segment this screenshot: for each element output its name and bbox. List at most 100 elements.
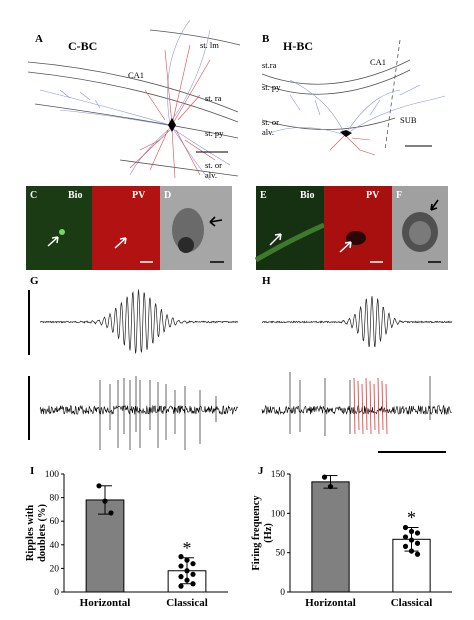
- b-layer-py: st. py: [262, 82, 281, 92]
- c-pv-label: PV: [132, 190, 146, 201]
- y-axis-title: Ripples withdoublets (%): [25, 503, 48, 562]
- y-tick-label: 100: [45, 470, 60, 480]
- e-bio-dendrite: [254, 222, 326, 263]
- panel-c-pv: PV: [92, 186, 160, 270]
- layer-boundary-py: [34, 103, 239, 139]
- y-tick-label: 50: [276, 549, 286, 559]
- panel-c-label: C: [30, 190, 37, 201]
- y-tick-label: 150: [271, 470, 286, 480]
- layer-label-or: st. or: [205, 160, 222, 170]
- panel-b-label: B: [262, 33, 270, 45]
- highlighted-spike: [357, 380, 360, 431]
- d-arrow-icon: [209, 216, 223, 227]
- highlighted-spike: [377, 377, 380, 435]
- highlighted-spike: [361, 383, 364, 435]
- panel-i: I 0 20 40 60 80 100 Ripples withdoublets (%) Ho…: [25, 465, 228, 609]
- data-point: [408, 528, 415, 535]
- data-point: [178, 574, 184, 580]
- panel-g-label: G: [30, 275, 39, 287]
- significance-star: *: [183, 538, 192, 558]
- b-dendrites: [264, 79, 446, 136]
- data-point: [190, 571, 196, 577]
- data-point: [327, 483, 334, 490]
- b-layer-alv: alv.: [262, 127, 274, 137]
- d-vesicle: [178, 237, 194, 253]
- h-unit-trace: [261, 372, 452, 436]
- y-tick-label: 0: [54, 588, 59, 598]
- f-terminal-core: [409, 221, 431, 245]
- data-point: [402, 534, 409, 540]
- b-axon: [329, 134, 376, 156]
- c-pv-arrow-icon: [114, 237, 127, 249]
- data-point: [178, 554, 184, 560]
- data-point: [178, 563, 184, 569]
- panel-b-sub: SUB: [400, 115, 417, 125]
- panel-b: B H-BC CA1 SUB st.ra st. py st. or alv.: [261, 33, 446, 156]
- b-boundary-3: [261, 117, 396, 130]
- y-tick-label: 40: [50, 541, 60, 551]
- panel-h: H: [261, 275, 453, 453]
- h-ripple-trace: [261, 295, 453, 348]
- e-bio-arrow-icon: [269, 233, 282, 246]
- highlighted-spike: [373, 383, 376, 431]
- b-boundary-2: [261, 69, 411, 95]
- data-point: [190, 581, 196, 587]
- c-bio-label: Bio: [68, 190, 82, 201]
- data-point: [402, 524, 409, 531]
- panel-a-title: C-BC: [68, 39, 97, 53]
- g-ripple-trace: [39, 289, 239, 354]
- f-arrow-icon: [430, 199, 439, 211]
- panel-f: F: [392, 186, 448, 270]
- category-label: Classical: [391, 597, 433, 609]
- data-point: [178, 583, 184, 589]
- panel-j: J 0 50 100 150 Firing frequency(Hz) Horizonta…: [251, 465, 452, 609]
- chart-j: 0 50 100 150 Firing frequency(Hz) Horizontal C…: [251, 470, 452, 609]
- b-boundary-1: [261, 59, 411, 85]
- data-point: [414, 530, 421, 536]
- y-axis-title: Firing frequency(Hz): [251, 495, 274, 571]
- bar-horizontal: [311, 481, 350, 593]
- highlighted-spike: [385, 383, 388, 435]
- layer-label-alv: alv.: [205, 170, 217, 180]
- category-label: Horizontal: [305, 597, 356, 609]
- panel-b-title: H-BC: [283, 39, 313, 53]
- panel-h-label: H: [262, 275, 271, 287]
- data-point: [402, 543, 409, 549]
- layer-boundary-ra-bottom: [27, 71, 239, 123]
- layer-label-py: st. py: [205, 128, 224, 138]
- layer-label-lm: st. lm: [200, 40, 219, 50]
- a-axon: [129, 44, 216, 179]
- c-bio-cell: [59, 229, 65, 235]
- panel-f-label: F: [396, 190, 402, 201]
- data-point: [190, 561, 196, 567]
- highlighted-spike: [381, 380, 384, 431]
- chart-i: 0 20 40 60 80 100 Ripples withdoublets (%) Hori…: [25, 470, 228, 609]
- highlighted-spike: [365, 377, 368, 431]
- data-point: [414, 551, 421, 557]
- y-tick-label: 20: [50, 564, 60, 574]
- e-pv-label: PV: [366, 190, 380, 201]
- data-point: [102, 498, 108, 504]
- e-pv-arrow-icon: [339, 241, 352, 253]
- data-point: [408, 537, 415, 543]
- y-tick-label: 0: [280, 588, 285, 598]
- data-point: [108, 510, 114, 516]
- panel-e-label: E: [260, 190, 267, 201]
- highlighted-spike: [353, 377, 356, 435]
- panel-a-label: A: [35, 33, 43, 45]
- y-tick-label: 100: [271, 509, 286, 519]
- panel-b-region: CA1: [370, 57, 386, 67]
- layer-boundary-ra-top: [27, 61, 239, 113]
- panel-g: G: [28, 275, 239, 450]
- data-point: [408, 548, 415, 554]
- g-unit-trace: [39, 376, 239, 450]
- a-dendrites: [39, 19, 231, 181]
- e-bio-label: Bio: [300, 190, 314, 201]
- c-pv-image: [92, 186, 160, 270]
- category-label: Classical: [166, 597, 208, 609]
- panel-e-pv: PV: [324, 186, 392, 270]
- layer-boundary-lm: [149, 29, 241, 46]
- data-point: [96, 483, 102, 489]
- a-soma: [168, 118, 176, 132]
